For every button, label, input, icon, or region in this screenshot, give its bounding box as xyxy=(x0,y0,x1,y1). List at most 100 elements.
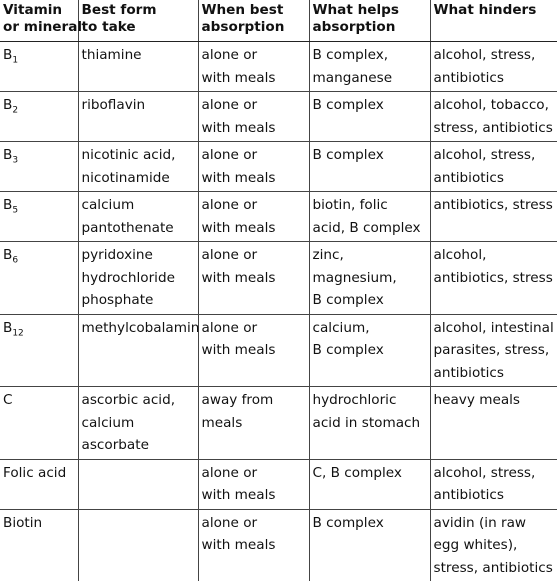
vitamin-subscript: 5 xyxy=(12,205,19,216)
cell-what-helps-line: acid, B complex xyxy=(312,219,421,236)
cell-when-best-line: alone or xyxy=(201,319,258,336)
table-row: Biotin alone or with meals B complex avidin … xyxy=(0,509,557,581)
cell-vitamin: B12 xyxy=(0,314,78,387)
cell-when-best-line: meals xyxy=(201,414,243,431)
cell-what-hinders: heavy meals xyxy=(429,386,557,460)
cell-what-hinders: avidin (in raw egg whites), stress, antibi… xyxy=(429,509,557,581)
cell-best-form: pyridoxine hydrochloride phosphate xyxy=(77,241,198,315)
vitamin-subscript: 3 xyxy=(12,155,19,166)
cell-when-best-line: alone or xyxy=(201,147,258,163)
vitamin-subscript: 6 xyxy=(12,255,19,266)
cell-what-hinders-line: stress, antibiotics xyxy=(433,559,553,576)
cell-when-best-line: with meals xyxy=(201,487,276,503)
cell-when-best: alone or with meals xyxy=(197,141,309,192)
header-vitamin: Vitamin or mineral xyxy=(0,0,83,42)
vitamin-subscript: 2 xyxy=(12,105,19,116)
cell-what-helps-line: zinc, xyxy=(312,247,344,263)
table-row: B2 riboflavin alone or with meals B complex a… xyxy=(0,91,557,142)
cell-vitamin: Biotin xyxy=(0,509,78,581)
cell-vitamin: B2 xyxy=(0,91,78,142)
header-text-line: absorption xyxy=(201,19,285,35)
cell-what-hinders-line: alcohol, stress, xyxy=(433,464,536,481)
cell-what-hinders-line: antibiotics xyxy=(433,69,504,86)
vitamin-subscript: 1 xyxy=(12,55,19,66)
cell-best-form: thiamine xyxy=(77,41,198,92)
cell-what-hinders-line: alcohol, stress, xyxy=(433,47,536,63)
cell-vitamin: B3 xyxy=(0,141,78,192)
cell-when-best-line: away from xyxy=(201,392,274,408)
cell-best-form-line: pyridoxine xyxy=(81,247,153,263)
cell-what-hinders-line: alcohol, tobacco, xyxy=(433,97,549,113)
header-text-line: When best xyxy=(201,2,284,18)
cell-best-form: ascorbic acid, calcium ascorbate xyxy=(77,386,198,460)
cell-what-hinders-line: parasites, stress, xyxy=(433,342,550,358)
cell-best-form-line: phosphate xyxy=(81,292,154,308)
cell-what-helps-line: biotin, folic xyxy=(312,197,388,213)
cell-when-best: alone or with meals xyxy=(197,41,309,92)
cell-best-form-line: methylcobalamin xyxy=(81,319,200,336)
cell-when-best-line: alone or xyxy=(201,247,258,263)
cell-when-best: alone or with meals xyxy=(197,459,309,510)
header-text-line: Best form xyxy=(81,2,157,18)
vitamin-name: B xyxy=(3,97,13,113)
vitamin-name: C xyxy=(3,392,13,408)
cell-best-form-line: calcium xyxy=(81,197,135,213)
cell-what-hinders: alcohol, tobacco, stress, antibiotics xyxy=(429,91,557,142)
vitamin-subscript: 12 xyxy=(12,328,24,339)
header-text-line: What hinders xyxy=(433,2,537,18)
cell-best-form-line: hydrochloride xyxy=(81,269,175,286)
vitamin-name: Biotin xyxy=(3,514,43,531)
cell-what-helps-line: B complex xyxy=(312,514,384,531)
cell-what-helps-line: B complex xyxy=(312,147,384,163)
header-text-line: or mineral xyxy=(3,19,83,35)
cell-what-helps: B complex, manganese xyxy=(308,41,430,92)
cell-vitamin: C xyxy=(0,386,78,460)
cell-what-helps: B complex xyxy=(308,509,430,581)
cell-when-best-line: alone or xyxy=(201,197,258,213)
cell-when-best-line: with meals xyxy=(201,269,276,286)
cell-best-form xyxy=(77,509,198,581)
cell-what-helps: hydrochloric acid in stomach xyxy=(308,386,430,460)
cell-when-best-line: alone or xyxy=(201,464,258,481)
cell-what-hinders: antibiotics, stress xyxy=(429,191,557,242)
header-text-line: Vitamin xyxy=(3,2,63,18)
cell-when-best: away from meals xyxy=(197,386,309,460)
cell-when-best-line: alone or xyxy=(201,47,258,63)
cell-what-helps-line: B complex xyxy=(312,342,384,358)
cell-when-best-line: with meals xyxy=(201,537,276,553)
cell-what-hinders-line: alcohol, stress, xyxy=(433,147,536,163)
cell-when-best: alone or with meals xyxy=(197,241,309,315)
header-row: Vitamin or mineral Best form to take When … xyxy=(0,0,557,42)
cell-what-hinders: alcohol, stress, antibiotics xyxy=(429,459,557,510)
cell-best-form-line: ascorbate xyxy=(81,437,149,453)
cell-what-hinders-line: stress, antibiotics xyxy=(433,119,553,136)
cell-what-helps: C, B complex xyxy=(308,459,430,510)
cell-what-helps-line: acid in stomach xyxy=(312,414,421,431)
vitamin-name: B xyxy=(3,319,13,336)
cell-when-best-line: alone or xyxy=(201,514,258,531)
cell-when-best-line: with meals xyxy=(201,169,276,186)
vitamin-name: B xyxy=(3,47,13,63)
cell-what-helps-line: B complex, xyxy=(312,47,389,63)
cell-what-helps: B complex xyxy=(308,91,430,142)
table-row: B6 pyridoxine hydrochloride phosphate alone … xyxy=(0,241,557,315)
vitamin-name: B xyxy=(3,247,13,263)
cell-best-form-line: pantothenate xyxy=(81,219,174,236)
cell-best-form xyxy=(77,459,198,510)
cell-best-form: riboflavin xyxy=(77,91,198,142)
header-what-helps: What helps absorption xyxy=(308,0,430,42)
cell-what-hinders-line: avidin (in raw xyxy=(433,514,527,531)
vitamin-name: Folic acid xyxy=(3,464,67,481)
header-what-hinders: What hinders xyxy=(429,0,557,42)
cell-what-hinders-line: alcohol, xyxy=(433,247,487,263)
cell-what-hinders-line: heavy meals xyxy=(433,392,521,408)
header-text-line: to take xyxy=(81,19,136,35)
cell-best-form-line: ascorbic acid, xyxy=(81,392,176,408)
cell-what-helps-line: calcium, xyxy=(312,319,370,336)
cell-vitamin: B5 xyxy=(0,191,78,242)
cell-when-best-line: with meals xyxy=(201,342,276,358)
cell-best-form-line: calcium xyxy=(81,414,135,431)
cell-best-form: calcium pantothenate xyxy=(77,191,198,242)
table-row: Folic acid alone or with meals C, B complex… xyxy=(0,459,557,510)
